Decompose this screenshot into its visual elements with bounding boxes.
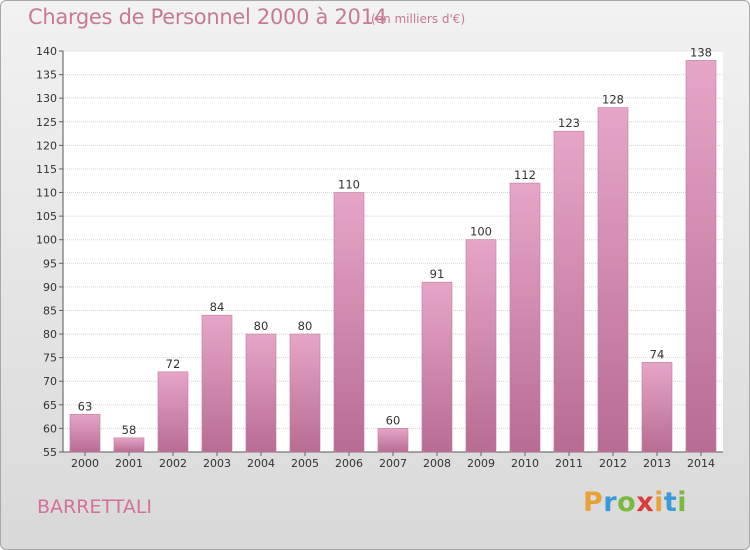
bar xyxy=(377,428,409,453)
data-label: 112 xyxy=(514,168,536,182)
y-tick-label: 55 xyxy=(43,446,57,459)
y-tick-label: 130 xyxy=(36,92,57,105)
logo-letter: o xyxy=(617,487,637,518)
y-tick-label: 85 xyxy=(43,304,57,317)
bar xyxy=(465,239,497,453)
y-tick-label: 75 xyxy=(43,352,57,365)
data-label: 80 xyxy=(298,319,313,333)
data-label: 74 xyxy=(650,347,665,361)
x-tick-label: 2002 xyxy=(159,457,187,470)
logo-letter: r xyxy=(603,487,618,518)
bar xyxy=(157,371,189,453)
y-tick-label: 120 xyxy=(36,139,57,152)
y-tick-label: 65 xyxy=(43,399,57,412)
bar xyxy=(597,107,629,453)
data-label: 63 xyxy=(78,399,93,413)
x-tick-label: 2004 xyxy=(247,457,275,470)
y-tick-label: 140 xyxy=(36,45,57,58)
logo-letter: t xyxy=(663,487,678,518)
x-tick-label: 2012 xyxy=(599,457,627,470)
data-label: 84 xyxy=(210,300,225,314)
y-tick-label: 80 xyxy=(43,328,57,341)
x-tick-label: 2013 xyxy=(643,457,671,470)
data-label: 123 xyxy=(558,116,580,130)
bar xyxy=(113,437,145,453)
x-tick-label: 2009 xyxy=(467,457,495,470)
chart-unit: (en milliers d'€) xyxy=(371,12,466,26)
y-tick-label: 90 xyxy=(43,281,57,294)
data-label: 100 xyxy=(470,225,492,239)
y-tick-label: 95 xyxy=(43,257,57,270)
bar xyxy=(509,182,541,453)
y-tick-label: 70 xyxy=(43,375,57,388)
x-tick-label: 2005 xyxy=(291,457,319,470)
y-tick-label: 100 xyxy=(36,234,57,247)
bar xyxy=(333,192,365,453)
logo-letter: i xyxy=(654,487,664,518)
data-label: 58 xyxy=(122,423,137,437)
data-label: 138 xyxy=(690,45,712,59)
proxiti-logo: Proxiti xyxy=(583,487,687,518)
place-name: BARRETTALI xyxy=(37,496,153,518)
x-tick-label: 2014 xyxy=(687,457,715,470)
x-tick-label: 2011 xyxy=(555,457,583,470)
chart-title: Charges de Personnel 2000 à 2014 xyxy=(28,5,387,29)
bar xyxy=(421,281,453,453)
bar xyxy=(201,314,233,453)
x-tick-label: 2000 xyxy=(71,457,99,470)
data-label: 91 xyxy=(430,267,445,281)
x-tick-label: 2003 xyxy=(203,457,231,470)
data-label: 60 xyxy=(386,413,401,427)
data-label: 110 xyxy=(338,178,360,192)
y-tick-label: 135 xyxy=(36,69,57,82)
x-tick-label: 2006 xyxy=(335,457,363,470)
bar xyxy=(641,362,673,453)
bar xyxy=(553,130,585,453)
x-tick-label: 2008 xyxy=(423,457,451,470)
data-label: 80 xyxy=(254,319,269,333)
bar xyxy=(289,333,321,453)
y-tick-label: 125 xyxy=(36,116,57,129)
logo-letter: i xyxy=(677,487,688,518)
x-tick-label: 2001 xyxy=(115,457,143,470)
y-tick-label: 105 xyxy=(36,210,57,223)
y-tick-label: 60 xyxy=(43,422,57,435)
logo-letter: x xyxy=(636,487,655,518)
data-label: 72 xyxy=(166,357,181,371)
data-label: 128 xyxy=(602,93,624,107)
y-tick-label: 110 xyxy=(36,187,57,200)
logo-letter: P xyxy=(583,487,604,518)
bar xyxy=(69,413,101,453)
x-tick-label: 2007 xyxy=(379,457,407,470)
x-tick-label: 2010 xyxy=(511,457,539,470)
bar xyxy=(245,333,277,453)
bar xyxy=(685,60,717,453)
y-tick-label: 115 xyxy=(36,163,57,176)
